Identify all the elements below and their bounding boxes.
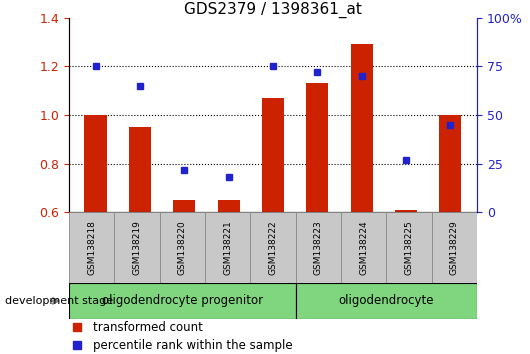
Bar <box>386 212 431 283</box>
Text: oligodendrocyte: oligodendrocyte <box>339 295 434 307</box>
Title: GDS2379 / 1398361_at: GDS2379 / 1398361_at <box>184 1 362 18</box>
Bar <box>296 212 341 283</box>
Text: development stage: development stage <box>5 296 113 306</box>
Bar <box>160 212 205 283</box>
Bar <box>262 98 284 212</box>
Text: GSM138223: GSM138223 <box>314 221 323 275</box>
Bar <box>173 200 196 212</box>
Bar <box>439 115 462 212</box>
Bar <box>84 115 107 212</box>
Bar <box>395 210 417 212</box>
Bar <box>114 212 160 283</box>
Bar <box>217 200 240 212</box>
Text: GSM138225: GSM138225 <box>404 221 413 275</box>
Text: oligodendrocyte progenitor: oligodendrocyte progenitor <box>102 295 263 307</box>
Bar <box>69 212 114 283</box>
Bar <box>306 84 329 212</box>
Bar <box>129 127 151 212</box>
Bar <box>69 283 296 319</box>
Text: GSM138218: GSM138218 <box>87 220 96 275</box>
Bar <box>296 283 477 319</box>
Text: GSM138220: GSM138220 <box>178 221 187 275</box>
Bar <box>341 212 386 283</box>
Bar <box>350 45 373 212</box>
Text: GSM138222: GSM138222 <box>269 221 277 275</box>
Text: GSM138219: GSM138219 <box>132 220 142 275</box>
Text: GSM138229: GSM138229 <box>450 221 459 275</box>
Text: percentile rank within the sample: percentile rank within the sample <box>93 339 293 352</box>
Text: GSM138224: GSM138224 <box>359 221 368 275</box>
Bar <box>205 212 250 283</box>
Text: transformed count: transformed count <box>93 321 204 334</box>
Text: GSM138221: GSM138221 <box>223 221 232 275</box>
Bar <box>250 212 296 283</box>
Bar <box>431 212 477 283</box>
